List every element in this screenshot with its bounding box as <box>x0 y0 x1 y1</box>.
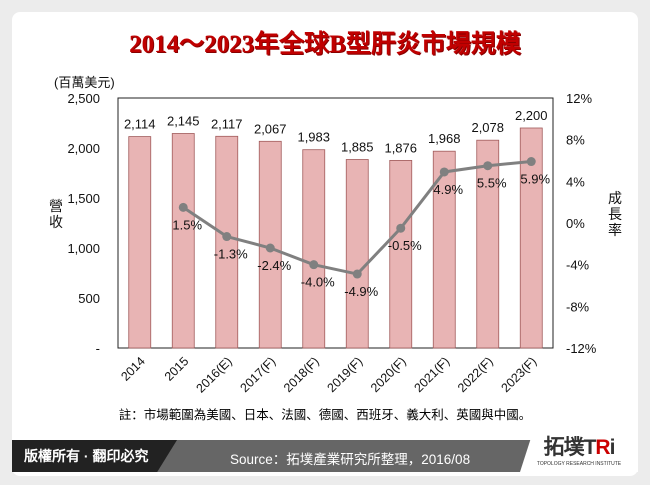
y2-tick-label: -12% <box>566 341 597 356</box>
bar <box>215 135 239 349</box>
bar <box>476 139 500 349</box>
x-tick-label: 2015 <box>162 354 192 384</box>
y-tick-label: 2,000 <box>67 141 100 156</box>
y2-tick-label: -8% <box>566 299 590 314</box>
growth-label: -0.5% <box>388 238 422 253</box>
copyright: 版權所有 · 翻印必究 <box>12 440 177 472</box>
bar <box>302 149 326 349</box>
growth-point <box>178 202 188 212</box>
chart-title: 2014～2023年全球B型肝炎市場規模 <box>129 31 521 58</box>
bar-value-label: 2,067 <box>254 121 287 136</box>
bar <box>128 136 152 349</box>
growth-point <box>483 161 493 171</box>
growth-label: -4.9% <box>344 284 378 299</box>
bar <box>389 159 413 349</box>
left-unit: (百萬美元) <box>54 75 115 90</box>
y-tick-label: 1,500 <box>67 191 100 206</box>
growth-point <box>526 157 536 167</box>
growth-label: 1.5% <box>172 217 202 232</box>
bar-value-label: 2,145 <box>167 114 200 129</box>
y2-tick-label: 0% <box>566 216 585 231</box>
bar <box>345 159 369 349</box>
y-axis-title: 營收 <box>49 198 63 230</box>
bar-value-label: 2,117 <box>211 116 243 131</box>
footnote: 註：市場範圍為美國、日本、法國、德國、西班牙、義大利、英國與中國。 <box>118 408 532 422</box>
y2-axis-title: 成長率 <box>608 190 622 238</box>
plot-frame <box>117 97 554 349</box>
bar-value-label: 1,885 <box>341 140 374 155</box>
y-tick-label: 1,000 <box>67 241 100 256</box>
growth-point <box>309 260 319 270</box>
x-tick-label: 2017(F) <box>238 354 279 395</box>
y-tick-label: - <box>96 341 100 356</box>
bar-value-label: 1,968 <box>428 131 461 146</box>
bar-value-label: 1,876 <box>384 140 417 155</box>
x-tick-label: 2018(F) <box>281 354 322 395</box>
bar <box>432 150 456 349</box>
y2-tick-label: -4% <box>566 258 590 273</box>
bar <box>171 133 195 349</box>
growth-point <box>439 167 449 177</box>
growth-point <box>352 269 362 279</box>
growth-label: 5.5% <box>477 176 507 191</box>
x-tick-label: 2020(F) <box>368 354 409 395</box>
growth-point <box>265 243 275 253</box>
growth-point <box>222 232 232 242</box>
x-tick-label: 2022(F) <box>455 354 496 395</box>
y-tick-label: 500 <box>78 291 100 306</box>
x-tick-label: 2019(F) <box>325 354 366 395</box>
y-tick-label: 2,500 <box>67 91 100 106</box>
source: Source：拓墣產業研究所整理，2016/08 <box>230 452 471 467</box>
bar-value-label: 1,983 <box>297 130 330 145</box>
y2-tick-label: 8% <box>566 133 585 148</box>
growth-label: -4.0% <box>301 275 335 290</box>
growth-label: 4.9% <box>433 182 463 197</box>
x-tick-label: 2023(F) <box>499 354 540 395</box>
bar-value-label: 2,200 <box>515 108 548 123</box>
growth-label: 5.9% <box>520 172 550 187</box>
x-tick-label: 2016(E) <box>194 354 235 395</box>
bar-value-label: 2,114 <box>124 117 156 132</box>
growth-label: -2.4% <box>257 258 291 273</box>
logo: 拓墣TRi TOPOLOGY RESEARCH INSTITUTE <box>520 428 638 472</box>
y2-tick-label: 12% <box>566 91 592 106</box>
growth-point <box>396 223 406 233</box>
chart: - 500 1,000 1,500 2,000 2,500 -12% -8% -4% 0% 4% 8%… <box>67 91 597 396</box>
bar-value-label: 2,078 <box>471 120 504 135</box>
growth-label: -1.3% <box>214 247 248 262</box>
bar <box>519 127 543 349</box>
x-tick-label: 2021(F) <box>412 354 453 395</box>
x-tick-label: 2014 <box>118 354 148 384</box>
y2-tick-label: 4% <box>566 174 585 189</box>
